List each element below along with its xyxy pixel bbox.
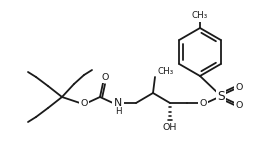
Text: O: O [235,100,243,109]
Text: OH: OH [163,124,177,133]
Text: CH₃: CH₃ [158,68,174,76]
Text: O: O [235,82,243,92]
Text: O: O [80,98,88,108]
Text: S: S [217,89,225,103]
Text: O: O [101,73,109,81]
Text: O: O [199,98,207,108]
Text: N: N [114,98,122,108]
Text: H: H [115,108,121,116]
Text: CH₃: CH₃ [192,11,208,21]
